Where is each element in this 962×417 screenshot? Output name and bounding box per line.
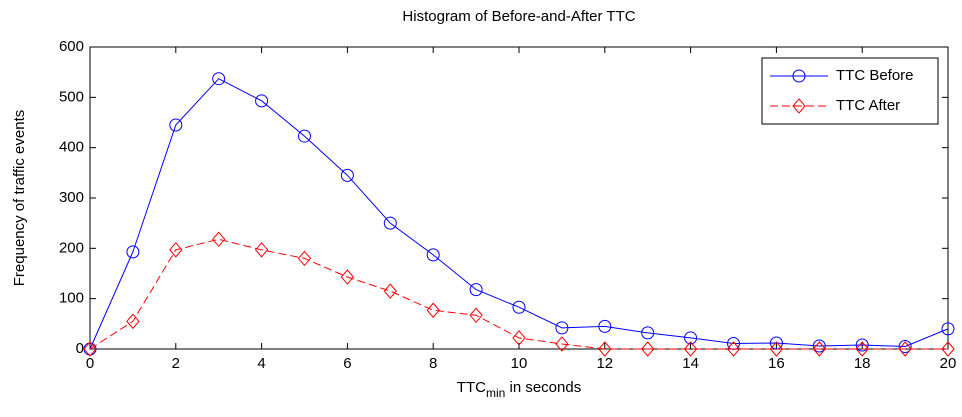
legend-label: TTC After (836, 97, 900, 114)
diamond-marker (297, 250, 312, 267)
y-tick-label: 200 (59, 239, 84, 256)
circle-marker (684, 331, 698, 345)
y-tick-label: 0 (76, 340, 84, 357)
diamond-marker (383, 283, 397, 299)
y-tick-label: 500 (59, 88, 84, 105)
diamond-marker (169, 242, 183, 258)
circle-marker (512, 300, 526, 314)
series-line (89, 78, 949, 350)
diamond-marker (212, 231, 226, 248)
circle-marker (855, 338, 869, 352)
x-label-rest: in seconds (505, 379, 581, 396)
diamond-marker (812, 341, 826, 357)
legend-box (761, 57, 939, 125)
circle-marker (769, 336, 783, 350)
x-tick-label: 12 (596, 355, 613, 372)
diamond-marker (898, 341, 912, 357)
diamond-marker (340, 269, 355, 285)
x-tick-label: 14 (682, 355, 699, 372)
diamond-marker (641, 341, 655, 357)
y-axis-label: Frequency of traffic events (11, 110, 28, 286)
diamond-marker (683, 341, 698, 357)
x-label-sub: min (486, 386, 505, 400)
circle-marker (426, 248, 440, 262)
circle-marker (641, 326, 655, 340)
x-label-main: TTC (457, 379, 486, 396)
diamond-marker (426, 302, 440, 319)
y-tick-label: 100 (59, 290, 84, 307)
circle-marker (555, 321, 569, 335)
x-tick-label: 20 (940, 355, 957, 372)
series-line (89, 238, 948, 350)
legend-label: TTC Before (836, 67, 914, 84)
circle-marker (469, 283, 483, 297)
diamond-marker (855, 341, 869, 357)
circle-marker (383, 216, 397, 230)
x-tick-label: 10 (511, 355, 528, 372)
x-axis-label: TTCmin in seconds (457, 379, 581, 400)
legend-marker (792, 69, 806, 83)
diamond-marker (254, 242, 269, 258)
diamond-marker (126, 313, 140, 330)
y-tick-label: 400 (59, 139, 84, 156)
circle-marker (340, 168, 354, 182)
legend-marker (792, 98, 806, 114)
circle-marker (941, 322, 955, 336)
diamond-marker (555, 336, 569, 352)
diamond-marker (83, 341, 97, 357)
diamond-marker (598, 341, 612, 357)
circle-marker (298, 129, 311, 143)
circle-marker (126, 245, 140, 259)
circle-marker (255, 94, 269, 108)
x-tick-label: 0 (86, 355, 94, 372)
x-tick-label: 6 (343, 355, 351, 372)
x-tick-label: 16 (768, 355, 785, 372)
diamond-marker (769, 341, 784, 357)
x-tick-label: 2 (172, 355, 180, 372)
circle-marker (169, 118, 183, 132)
diamond-marker (726, 341, 741, 357)
chart-title: Histogram of Before-and-After TTC (402, 8, 635, 25)
circle-marker (898, 339, 912, 353)
y-tick-label: 300 (59, 189, 84, 206)
circle-marker (212, 72, 226, 86)
circle-marker (812, 339, 826, 353)
diamond-marker (469, 307, 483, 324)
x-tick-label: 8 (429, 355, 437, 372)
y-tick-label: 600 (59, 38, 84, 55)
diamond-marker (512, 330, 526, 346)
diamond-marker (941, 341, 955, 357)
x-tick-label: 4 (257, 355, 265, 372)
circle-marker (598, 319, 612, 333)
x-tick-label: 18 (854, 355, 871, 372)
